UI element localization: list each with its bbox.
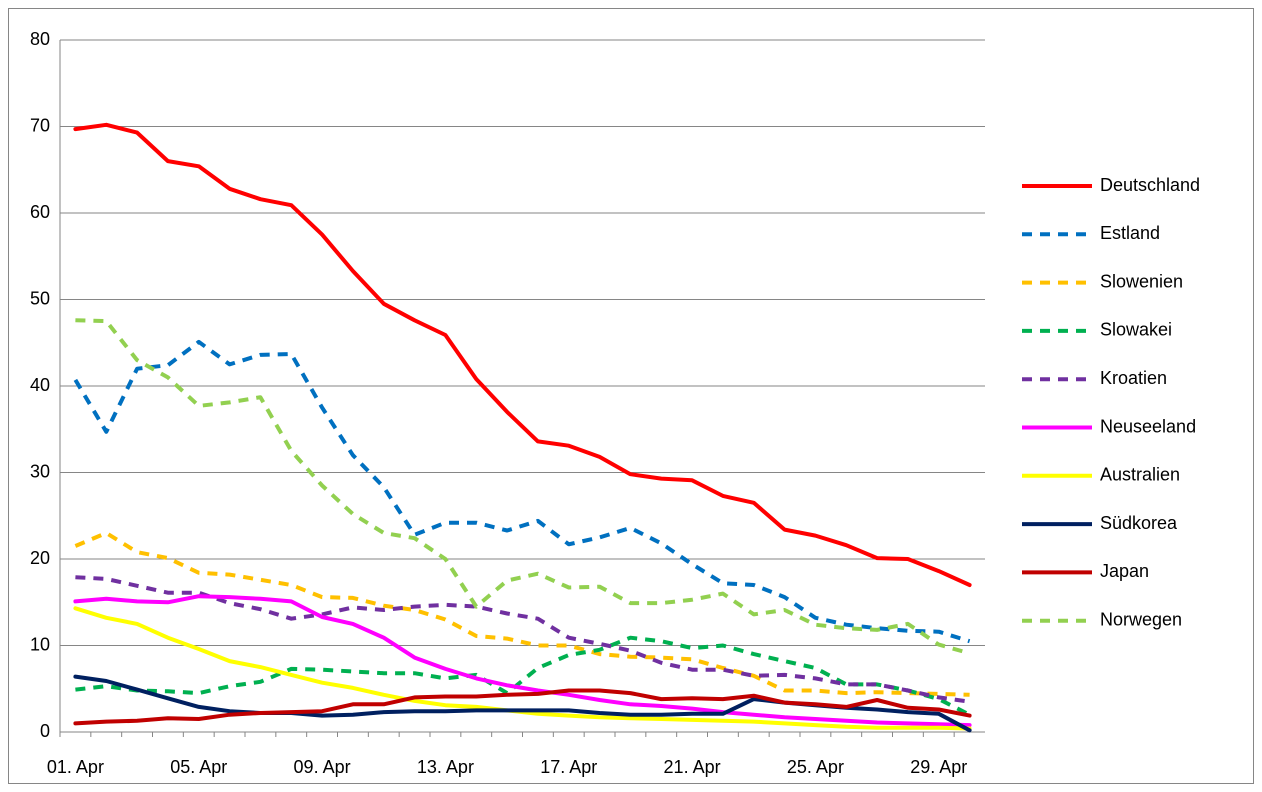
legend-label: Australien (1100, 465, 1180, 485)
x-tick-label: 01. Apr (47, 757, 104, 777)
x-tick-label: 13. Apr (417, 757, 474, 777)
series-line (73, 339, 971, 644)
legend-label: Kroatien (1100, 368, 1167, 388)
y-tick-label: 20 (30, 548, 50, 568)
legend-label: Norwegen (1100, 609, 1182, 629)
x-tick-label: 29. Apr (910, 757, 967, 777)
y-tick-label: 10 (30, 634, 50, 654)
legend-label: Estland (1100, 223, 1160, 243)
x-tick-label: 21. Apr (664, 757, 721, 777)
y-tick-label: 50 (30, 288, 50, 308)
series-line (73, 594, 972, 728)
x-tick-label: 05. Apr (170, 757, 227, 777)
y-tick-label: 0 (40, 721, 50, 741)
y-tick-label: 70 (30, 115, 50, 135)
series-line (73, 688, 972, 726)
series-line (75, 318, 971, 656)
y-tick-label: 60 (30, 202, 50, 222)
chart-border (8, 8, 1254, 784)
legend-label: Neuseeland (1100, 416, 1196, 436)
series-line (74, 531, 970, 697)
x-tick-label: 17. Apr (540, 757, 597, 777)
y-tick-label: 40 (30, 375, 50, 395)
series-line (73, 122, 972, 587)
legend-label: Slowakei (1100, 320, 1172, 340)
x-tick-label: 09. Apr (294, 757, 351, 777)
legend-label: Slowenien (1100, 271, 1183, 291)
series-line (75, 575, 970, 704)
legend-label: Deutschland (1100, 175, 1200, 195)
legend-label: Japan (1100, 561, 1149, 581)
y-tick-label: 80 (30, 29, 50, 49)
y-tick-label: 30 (30, 461, 50, 481)
series-line (75, 635, 971, 717)
legend-label: Südkorea (1100, 513, 1178, 533)
x-tick-label: 25. Apr (787, 757, 844, 777)
